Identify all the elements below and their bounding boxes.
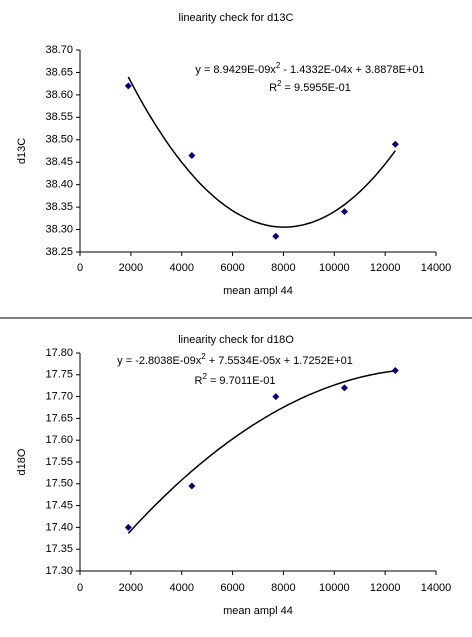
y-tick-label: 17.45: [45, 500, 73, 512]
y-tick-label: 38.25: [45, 246, 73, 258]
equation-part: y = 8.9429E-09x: [195, 64, 276, 76]
y-axis-title: d18O: [16, 448, 28, 475]
x-tick-label: 10000: [319, 262, 350, 274]
x-tick-label: 6000: [220, 262, 244, 274]
x-tick-label: 0: [77, 582, 83, 594]
equation-part: + 7.5534E-05x + 1.7252E+01: [206, 355, 353, 367]
y-tick-label: 38.65: [45, 66, 73, 78]
y-tick-label: 17.35: [45, 543, 73, 555]
data-point: [124, 523, 132, 531]
data-point: [272, 232, 280, 240]
r-squared: R2 = 9.7011E-01: [194, 372, 275, 387]
equation-part: 2: [201, 352, 206, 361]
trendline: [127, 370, 396, 534]
y-tick-label: 38.70: [45, 44, 73, 56]
equation-part: R: [269, 82, 277, 94]
trendline-equation: y = 8.9429E-09x2 - 1.4332E-04x + 3.8878E…: [195, 61, 424, 76]
data-point: [391, 366, 399, 374]
chart-title: linearity check for d13C: [179, 12, 294, 24]
equation-part: R: [194, 375, 202, 387]
y-tick-label: 38.40: [45, 179, 73, 191]
x-tick-label: 12000: [370, 262, 401, 274]
data-point: [391, 140, 399, 148]
y-tick-label: 17.40: [45, 521, 73, 533]
y-tick-label: 17.75: [45, 369, 73, 381]
x-tick-label: 2000: [119, 262, 143, 274]
y-tick-label: 17.55: [45, 456, 73, 468]
y-tick-label: 38.30: [45, 223, 73, 235]
equation-part: = 9.5955E-01: [281, 82, 350, 94]
data-point: [340, 384, 348, 392]
x-tick-label: 2000: [119, 582, 143, 594]
data-point: [340, 208, 348, 216]
y-tick-label: 38.55: [45, 111, 73, 123]
x-axis-title: mean ampl 44: [223, 285, 293, 297]
x-tick-label: 6000: [220, 582, 244, 594]
equation-part: = 9.7011E-01: [207, 375, 276, 387]
equation-part: 2: [276, 61, 281, 70]
equation-part: 2: [202, 372, 207, 381]
y-tick-label: 17.50: [45, 478, 73, 490]
x-tick-label: 8000: [271, 582, 295, 594]
y-tick-label: 38.45: [45, 156, 73, 168]
x-tick-label: 4000: [169, 582, 193, 594]
equation-part: 2: [277, 79, 282, 88]
x-tick-label: 14000: [421, 582, 452, 594]
x-tick-label: 14000: [421, 262, 452, 274]
y-axis-title: d13C: [16, 138, 28, 164]
x-tick-label: 12000: [370, 582, 401, 594]
y-tick-label: 38.35: [45, 201, 73, 213]
data-point: [188, 482, 196, 490]
data-point: [272, 393, 280, 401]
trendline-equation: y = -2.8038E-09x2 + 7.5534E-05x + 1.7252…: [117, 352, 353, 367]
x-tick-label: 0: [77, 262, 83, 274]
y-tick-label: 38.50: [45, 134, 73, 146]
x-tick-label: 10000: [319, 582, 350, 594]
y-tick-label: 38.60: [45, 89, 73, 101]
x-tick-label: 4000: [169, 262, 193, 274]
y-tick-label: 17.70: [45, 391, 73, 403]
x-tick-label: 8000: [271, 262, 295, 274]
x-axis-title: mean ampl 44: [223, 605, 293, 617]
y-tick-label: 17.30: [45, 565, 73, 577]
y-tick-label: 17.80: [45, 347, 73, 359]
trendline: [127, 76, 396, 228]
data-point: [188, 151, 196, 159]
equation-part: y = -2.8038E-09x: [117, 355, 202, 367]
data-point: [124, 82, 132, 90]
y-tick-label: 17.65: [45, 412, 73, 424]
y-tick-label: 17.60: [45, 434, 73, 446]
r-squared: R2 = 9.5955E-01: [269, 79, 351, 94]
chart-title: linearity check for d18O: [178, 334, 294, 346]
equation-part: - 1.4332E-04x + 3.8878E+01: [280, 64, 424, 76]
